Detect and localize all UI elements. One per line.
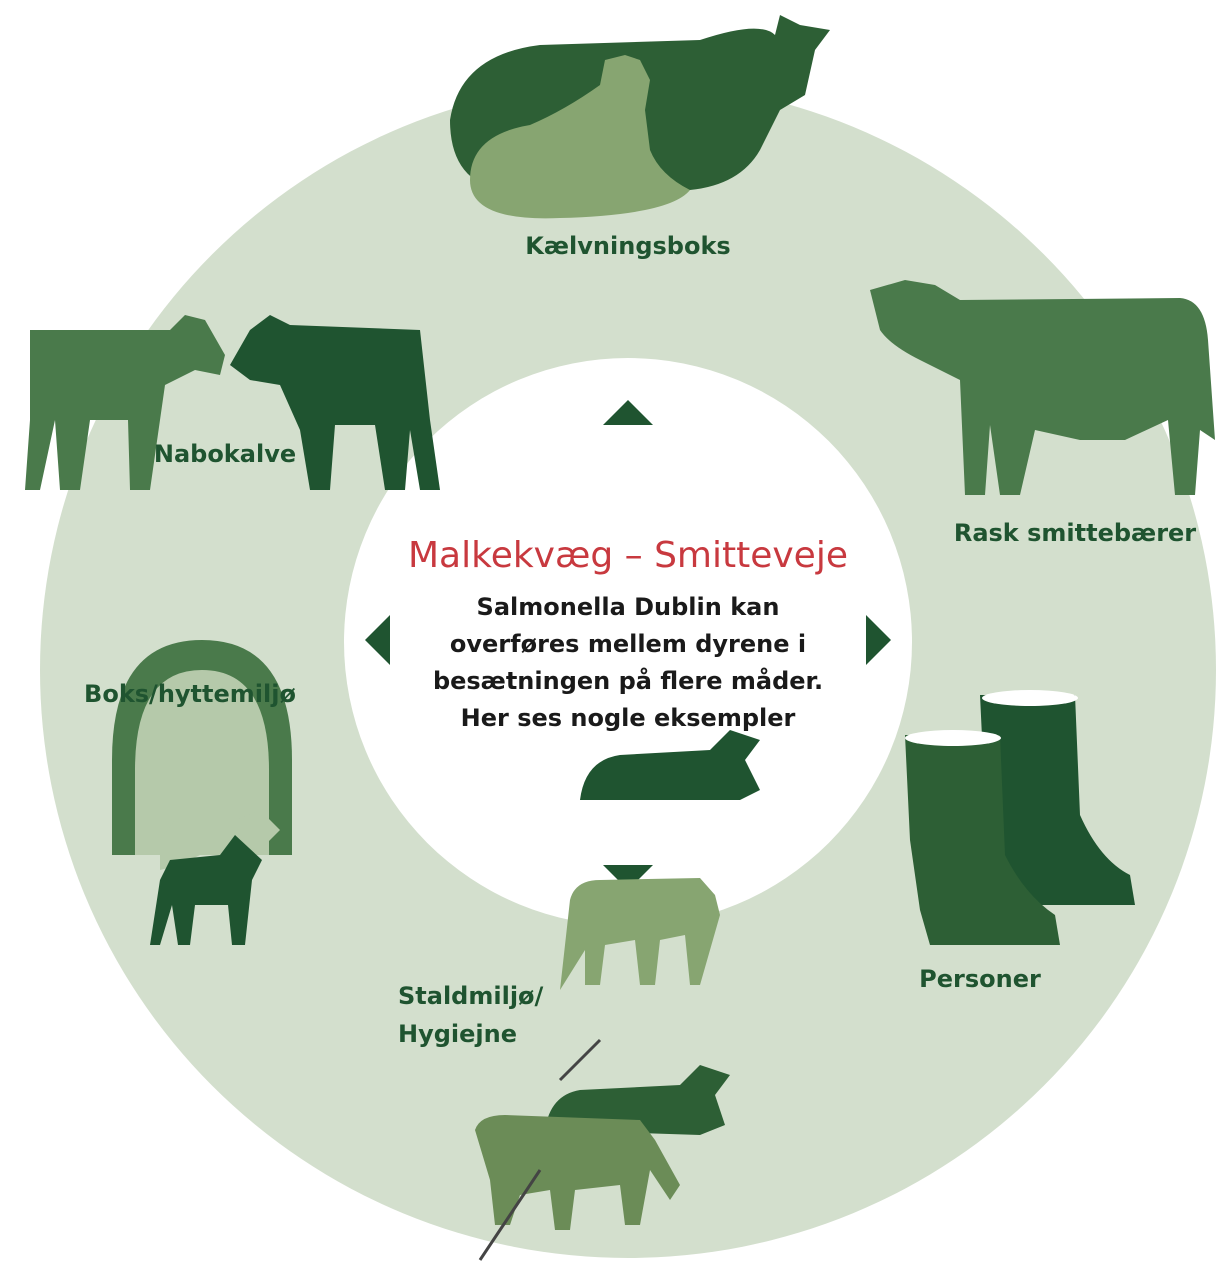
calves-icon (25, 315, 440, 490)
boots-icon (905, 690, 1135, 945)
description-line: besætningen på flere måder. (433, 666, 823, 695)
arrow-up (603, 400, 653, 425)
stable-cows-icon (475, 730, 760, 1261)
arrow-left (365, 615, 390, 665)
arrow-down (603, 865, 653, 890)
arrow-right (866, 615, 891, 665)
node-label: Rask smittebærer (954, 519, 1196, 547)
node-label: Personer (919, 965, 1041, 993)
description-line: Her ses nogle eksempler (461, 704, 796, 732)
lying-cow-icon (450, 15, 830, 219)
standing-cow-icon (870, 280, 1215, 495)
hutch-icon (112, 640, 292, 945)
inner-circle (344, 358, 912, 926)
center-title: Malkekvæg – Smitteveje (408, 535, 848, 576)
node-label: Staldmiljø/ (398, 982, 544, 1010)
node-label: Kælvningsboks (525, 232, 730, 260)
node-label: Hygiejne (398, 1020, 517, 1048)
description-line: Salmonella Dublin kan (477, 593, 780, 621)
node-label: Boks/hyttemiljø (84, 680, 296, 708)
node-label: Nabokalve (154, 440, 296, 468)
center-description: Salmonella Dublin kan overføres mellem dy… (433, 593, 823, 732)
description-line: overføres mellem dyrene i (450, 630, 806, 658)
